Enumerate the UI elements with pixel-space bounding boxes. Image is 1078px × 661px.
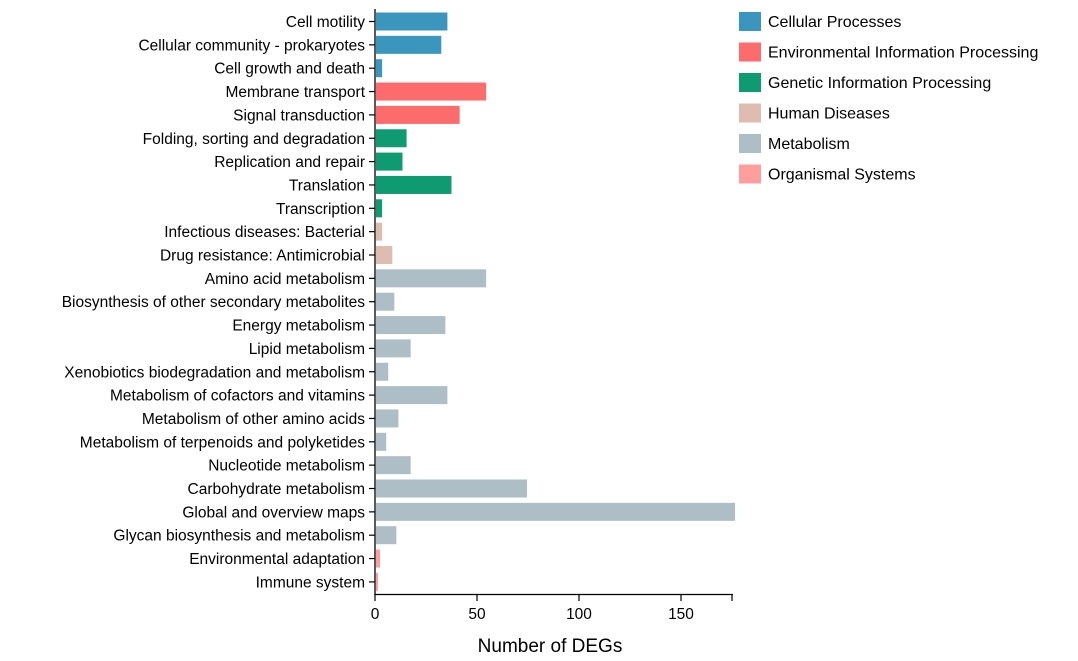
bar — [376, 409, 399, 428]
category-label: Energy metabolism — [232, 318, 365, 335]
category-label: Membrane transport — [225, 84, 365, 101]
bars-layer — [376, 12, 736, 591]
category-label: Amino acid metabolism — [205, 271, 365, 288]
legend-swatch — [739, 12, 761, 31]
x-tick-label: 50 — [468, 606, 486, 623]
category-label: Cell growth and death — [214, 61, 365, 78]
category-label: Folding, sorting and degradation — [143, 131, 365, 148]
bar — [376, 129, 407, 148]
bar — [376, 105, 460, 124]
category-labels: Cell motility Cellular community - prokar… — [62, 14, 366, 591]
bar — [376, 199, 383, 218]
bar — [376, 479, 527, 498]
category-label: Drug resistance: Antimicrobial — [160, 248, 365, 265]
bar — [376, 59, 383, 78]
bar — [376, 339, 411, 358]
category-label: Biosynthesis of other secondary metaboli… — [62, 294, 366, 311]
category-label: Carbohydrate metabolism — [188, 481, 365, 498]
category-label: Metabolism of terpenoids and polyketides — [80, 434, 365, 451]
legend-label: Human Diseases — [768, 106, 890, 123]
category-label: Infectious diseases: Bacterial — [164, 224, 365, 241]
x-tick-label: 150 — [668, 606, 694, 623]
legend-swatch — [739, 103, 761, 123]
legend-label: Organismal Systems — [768, 167, 916, 184]
bar — [376, 222, 383, 241]
x-tick-label: 100 — [566, 606, 592, 623]
category-label: Nucleotide metabolism — [208, 458, 365, 475]
category-label: Immune system — [256, 574, 365, 591]
bar — [376, 82, 487, 101]
axes: 0 50 100 150 — [369, 9, 733, 623]
legend-swatch — [739, 164, 761, 184]
bar — [376, 572, 379, 591]
category-label: Cellular community - prokaryotes — [138, 37, 365, 54]
bar — [376, 386, 448, 405]
bar — [376, 35, 442, 54]
legend-label: Cellular Processes — [768, 14, 901, 31]
bar — [376, 549, 381, 568]
bar — [376, 456, 411, 475]
x-axis-title: Number of DEGs — [478, 636, 623, 657]
category-label: Signal transduction — [233, 107, 365, 124]
x-tick-label: 0 — [371, 606, 380, 623]
category-label: Replication and repair — [214, 154, 365, 171]
bar — [376, 526, 397, 545]
bar — [376, 12, 448, 31]
bar — [376, 362, 389, 381]
bar — [376, 432, 387, 451]
category-label: Metabolism of other amino acids — [142, 411, 365, 428]
bar — [376, 246, 393, 264]
legend-label: Metabolism — [768, 136, 850, 153]
category-label: Glycan biosynthesis and metabolism — [113, 528, 365, 545]
category-label: Lipid metabolism — [249, 341, 365, 358]
legend-swatch — [739, 134, 761, 153]
bar — [376, 292, 395, 311]
category-label: Cell motility — [286, 14, 365, 31]
bar — [376, 269, 487, 288]
legend-label: Environmental Information Processing — [768, 45, 1038, 62]
category-label: Metabolism of cofactors and vitamins — [110, 388, 365, 405]
category-label: Environmental adaptation — [189, 551, 365, 568]
bar — [376, 316, 446, 335]
legend-swatch — [739, 73, 761, 92]
category-label: Global and overview maps — [182, 504, 365, 521]
category-label: Xenobiotics biodegradation and metabolis… — [64, 364, 365, 381]
legend-swatch — [739, 42, 761, 62]
legend: Cellular Processes Environmental Informat… — [739, 12, 1038, 184]
bar — [376, 152, 403, 171]
bar — [376, 502, 736, 521]
category-label: Transcription — [276, 201, 365, 218]
bar — [376, 175, 452, 194]
category-label: Translation — [289, 177, 365, 194]
legend-label: Genetic Information Processing — [768, 75, 991, 92]
